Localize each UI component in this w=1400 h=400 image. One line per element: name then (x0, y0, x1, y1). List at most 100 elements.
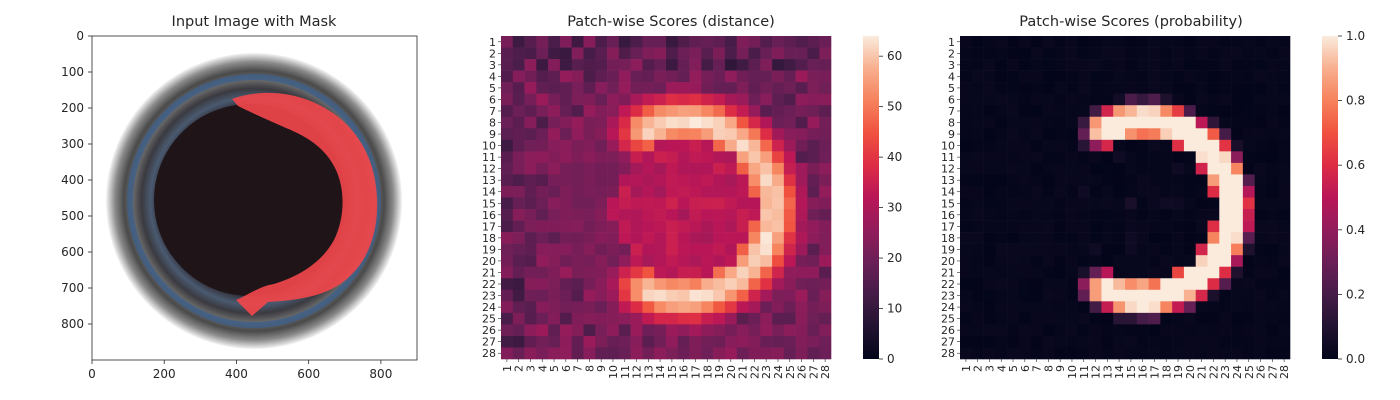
heatmap-cell (630, 278, 643, 291)
heatmap-cell (1242, 36, 1255, 48)
row-label: 7 (489, 105, 496, 118)
heatmap-cell (1125, 289, 1138, 302)
heatmap-cell (1172, 59, 1185, 71)
heatmap-cell (713, 220, 726, 233)
heatmap-cell (1113, 47, 1126, 60)
heatmap-cell (642, 232, 655, 244)
heatmap-cell (995, 162, 1008, 175)
heatmap-cell (536, 59, 549, 71)
heatmap-cell (971, 312, 984, 325)
heatmap-cell (1077, 151, 1090, 164)
heatmap-cell (1254, 174, 1267, 187)
heatmap-cell (1219, 278, 1232, 291)
heatmap-cell (1183, 289, 1197, 302)
col-label: 16 (678, 365, 691, 379)
heatmap-cell (689, 209, 702, 221)
heatmap-cell (1136, 278, 1149, 291)
heatmap-cell (1207, 128, 1220, 141)
heatmap-cell (1219, 347, 1232, 360)
heatmap-cell (1054, 59, 1067, 71)
heatmap-cell (748, 162, 761, 175)
heatmap-cell (607, 185, 620, 198)
row-label: 22 (482, 278, 496, 291)
heatmap-cell (1066, 93, 1079, 106)
heatmap-cell (1101, 347, 1114, 360)
heatmap-cell (1066, 70, 1079, 83)
heatmap-cell (1195, 185, 1208, 198)
heatmap-cell (1018, 59, 1032, 71)
heatmap-cell (971, 105, 984, 118)
col-label: 24 (1231, 365, 1244, 379)
heatmap-cell (512, 116, 525, 129)
heatmap-cell (677, 301, 690, 314)
heatmap-cell (1207, 82, 1220, 94)
heatmap-cell (595, 209, 608, 221)
heatmap-cell (724, 116, 738, 129)
heatmap-cell (971, 59, 984, 71)
heatmap-cell (807, 243, 820, 256)
heatmap-cell (701, 47, 714, 60)
heatmap-cell (772, 36, 785, 48)
heatmap-cell (1148, 128, 1161, 141)
heatmap-cell (1042, 139, 1055, 152)
heatmap-cell (1183, 232, 1197, 244)
heatmap-cell (960, 128, 973, 141)
heatmap-cell (654, 151, 667, 164)
heatmap-cell (1242, 220, 1255, 233)
heatmap-cell (1113, 243, 1126, 256)
heatmap-cell (501, 162, 514, 175)
heatmap-cell (1054, 47, 1067, 60)
heatmap-cell (501, 151, 514, 164)
heatmap-cell (783, 128, 796, 141)
col-label: 18 (701, 365, 714, 379)
heatmap-cell (1183, 70, 1197, 83)
heatmap-cell (1042, 278, 1055, 291)
heatmap-cell (559, 220, 573, 233)
heatmap-cell (772, 335, 785, 348)
col-label: 11 (1078, 365, 1091, 379)
heatmap-cell (1266, 289, 1279, 302)
heatmap-cell (1030, 232, 1043, 244)
heatmap-cell (983, 289, 996, 302)
heatmap-cell (772, 278, 785, 291)
heatmap-cell (1077, 174, 1090, 187)
heatmap-cell (1066, 220, 1079, 233)
heatmap-cell (689, 324, 702, 337)
heatmap-cell (666, 243, 679, 256)
heatmap-cell (1007, 243, 1020, 256)
heatmap-cell (548, 82, 561, 94)
heatmap-cell (1195, 82, 1208, 94)
col-label: 5 (548, 365, 561, 372)
heatmap-cell (1160, 197, 1173, 210)
row-label: 2 (948, 47, 955, 60)
heatmap-cell (1195, 243, 1208, 256)
heatmap-cell (1054, 312, 1067, 325)
col-label: 8 (583, 365, 596, 372)
heatmap-cell (1077, 105, 1090, 118)
heatmap-cell (654, 278, 667, 291)
heatmap-cell (1219, 59, 1232, 71)
heatmap-cell (1066, 266, 1079, 279)
heatmap-cell (1077, 128, 1090, 141)
heatmap-cell (760, 209, 773, 221)
heatmap-cell (1242, 335, 1255, 348)
heatmap-cell (1089, 255, 1102, 268)
heatmap-cell (1278, 36, 1291, 48)
heatmap-cell (1231, 243, 1244, 256)
heatmap-cell (1066, 347, 1079, 360)
heatmap-cell (1207, 105, 1220, 118)
heatmap-cell (1160, 312, 1173, 325)
row-label: 7 (948, 105, 955, 118)
heatmap-cell (689, 70, 702, 83)
heatmap-cell (701, 266, 714, 279)
heatmap-cell (1136, 220, 1149, 233)
col-label: 25 (784, 365, 797, 379)
heatmap-cell (524, 324, 537, 337)
heatmap-cell (548, 59, 561, 71)
heatmap-cell (1077, 232, 1090, 244)
heatmap-cell (595, 185, 608, 198)
heatmap-cell (1018, 255, 1032, 268)
heatmap-cell (512, 151, 525, 164)
heatmap-cell (748, 324, 761, 337)
col-label: 5 (1007, 365, 1020, 372)
